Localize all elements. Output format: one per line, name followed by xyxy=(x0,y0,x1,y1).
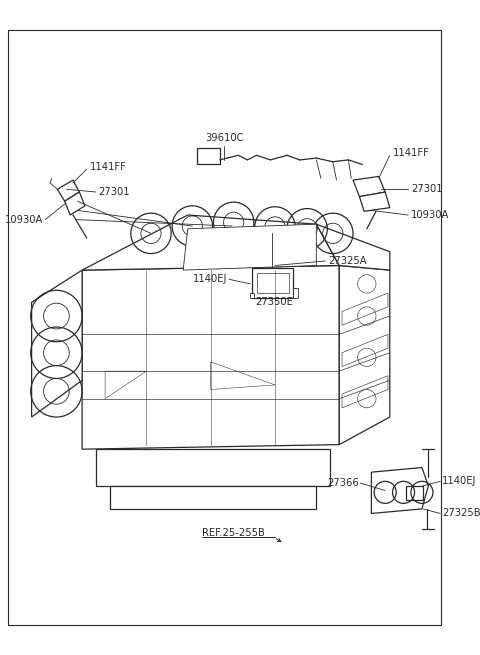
Text: 1141FF: 1141FF xyxy=(393,149,430,159)
Text: 27325A: 27325A xyxy=(328,256,367,266)
Polygon shape xyxy=(65,192,85,215)
Polygon shape xyxy=(82,265,339,449)
Polygon shape xyxy=(109,486,316,509)
Text: 27366: 27366 xyxy=(327,478,359,488)
Polygon shape xyxy=(57,180,79,201)
Polygon shape xyxy=(372,468,428,514)
Text: 27301: 27301 xyxy=(99,187,130,197)
Polygon shape xyxy=(293,288,298,297)
Polygon shape xyxy=(353,176,385,196)
Polygon shape xyxy=(316,224,390,270)
Bar xyxy=(406,486,423,500)
Polygon shape xyxy=(183,224,316,270)
Polygon shape xyxy=(339,265,390,445)
Text: 27350E: 27350E xyxy=(255,297,293,307)
Polygon shape xyxy=(105,371,146,399)
Text: 1140EJ: 1140EJ xyxy=(193,274,227,284)
Polygon shape xyxy=(82,215,339,270)
Polygon shape xyxy=(360,192,390,212)
Polygon shape xyxy=(211,362,275,390)
Bar xyxy=(257,273,289,293)
Text: 39610C: 39610C xyxy=(205,134,244,143)
Polygon shape xyxy=(342,335,388,367)
Text: 10930A: 10930A xyxy=(411,210,449,220)
Bar xyxy=(197,148,220,164)
Text: 10930A: 10930A xyxy=(5,215,44,225)
Text: REF.25-255B: REF.25-255B xyxy=(202,528,264,538)
Polygon shape xyxy=(342,293,388,325)
Text: 27301: 27301 xyxy=(411,184,443,195)
Polygon shape xyxy=(32,270,82,417)
Polygon shape xyxy=(342,376,388,408)
Bar xyxy=(252,269,293,297)
Text: 1141FF: 1141FF xyxy=(89,162,126,172)
Polygon shape xyxy=(250,293,254,297)
Text: 27325B: 27325B xyxy=(442,508,480,519)
Polygon shape xyxy=(96,449,330,486)
Text: 1140EJ: 1140EJ xyxy=(442,476,477,486)
